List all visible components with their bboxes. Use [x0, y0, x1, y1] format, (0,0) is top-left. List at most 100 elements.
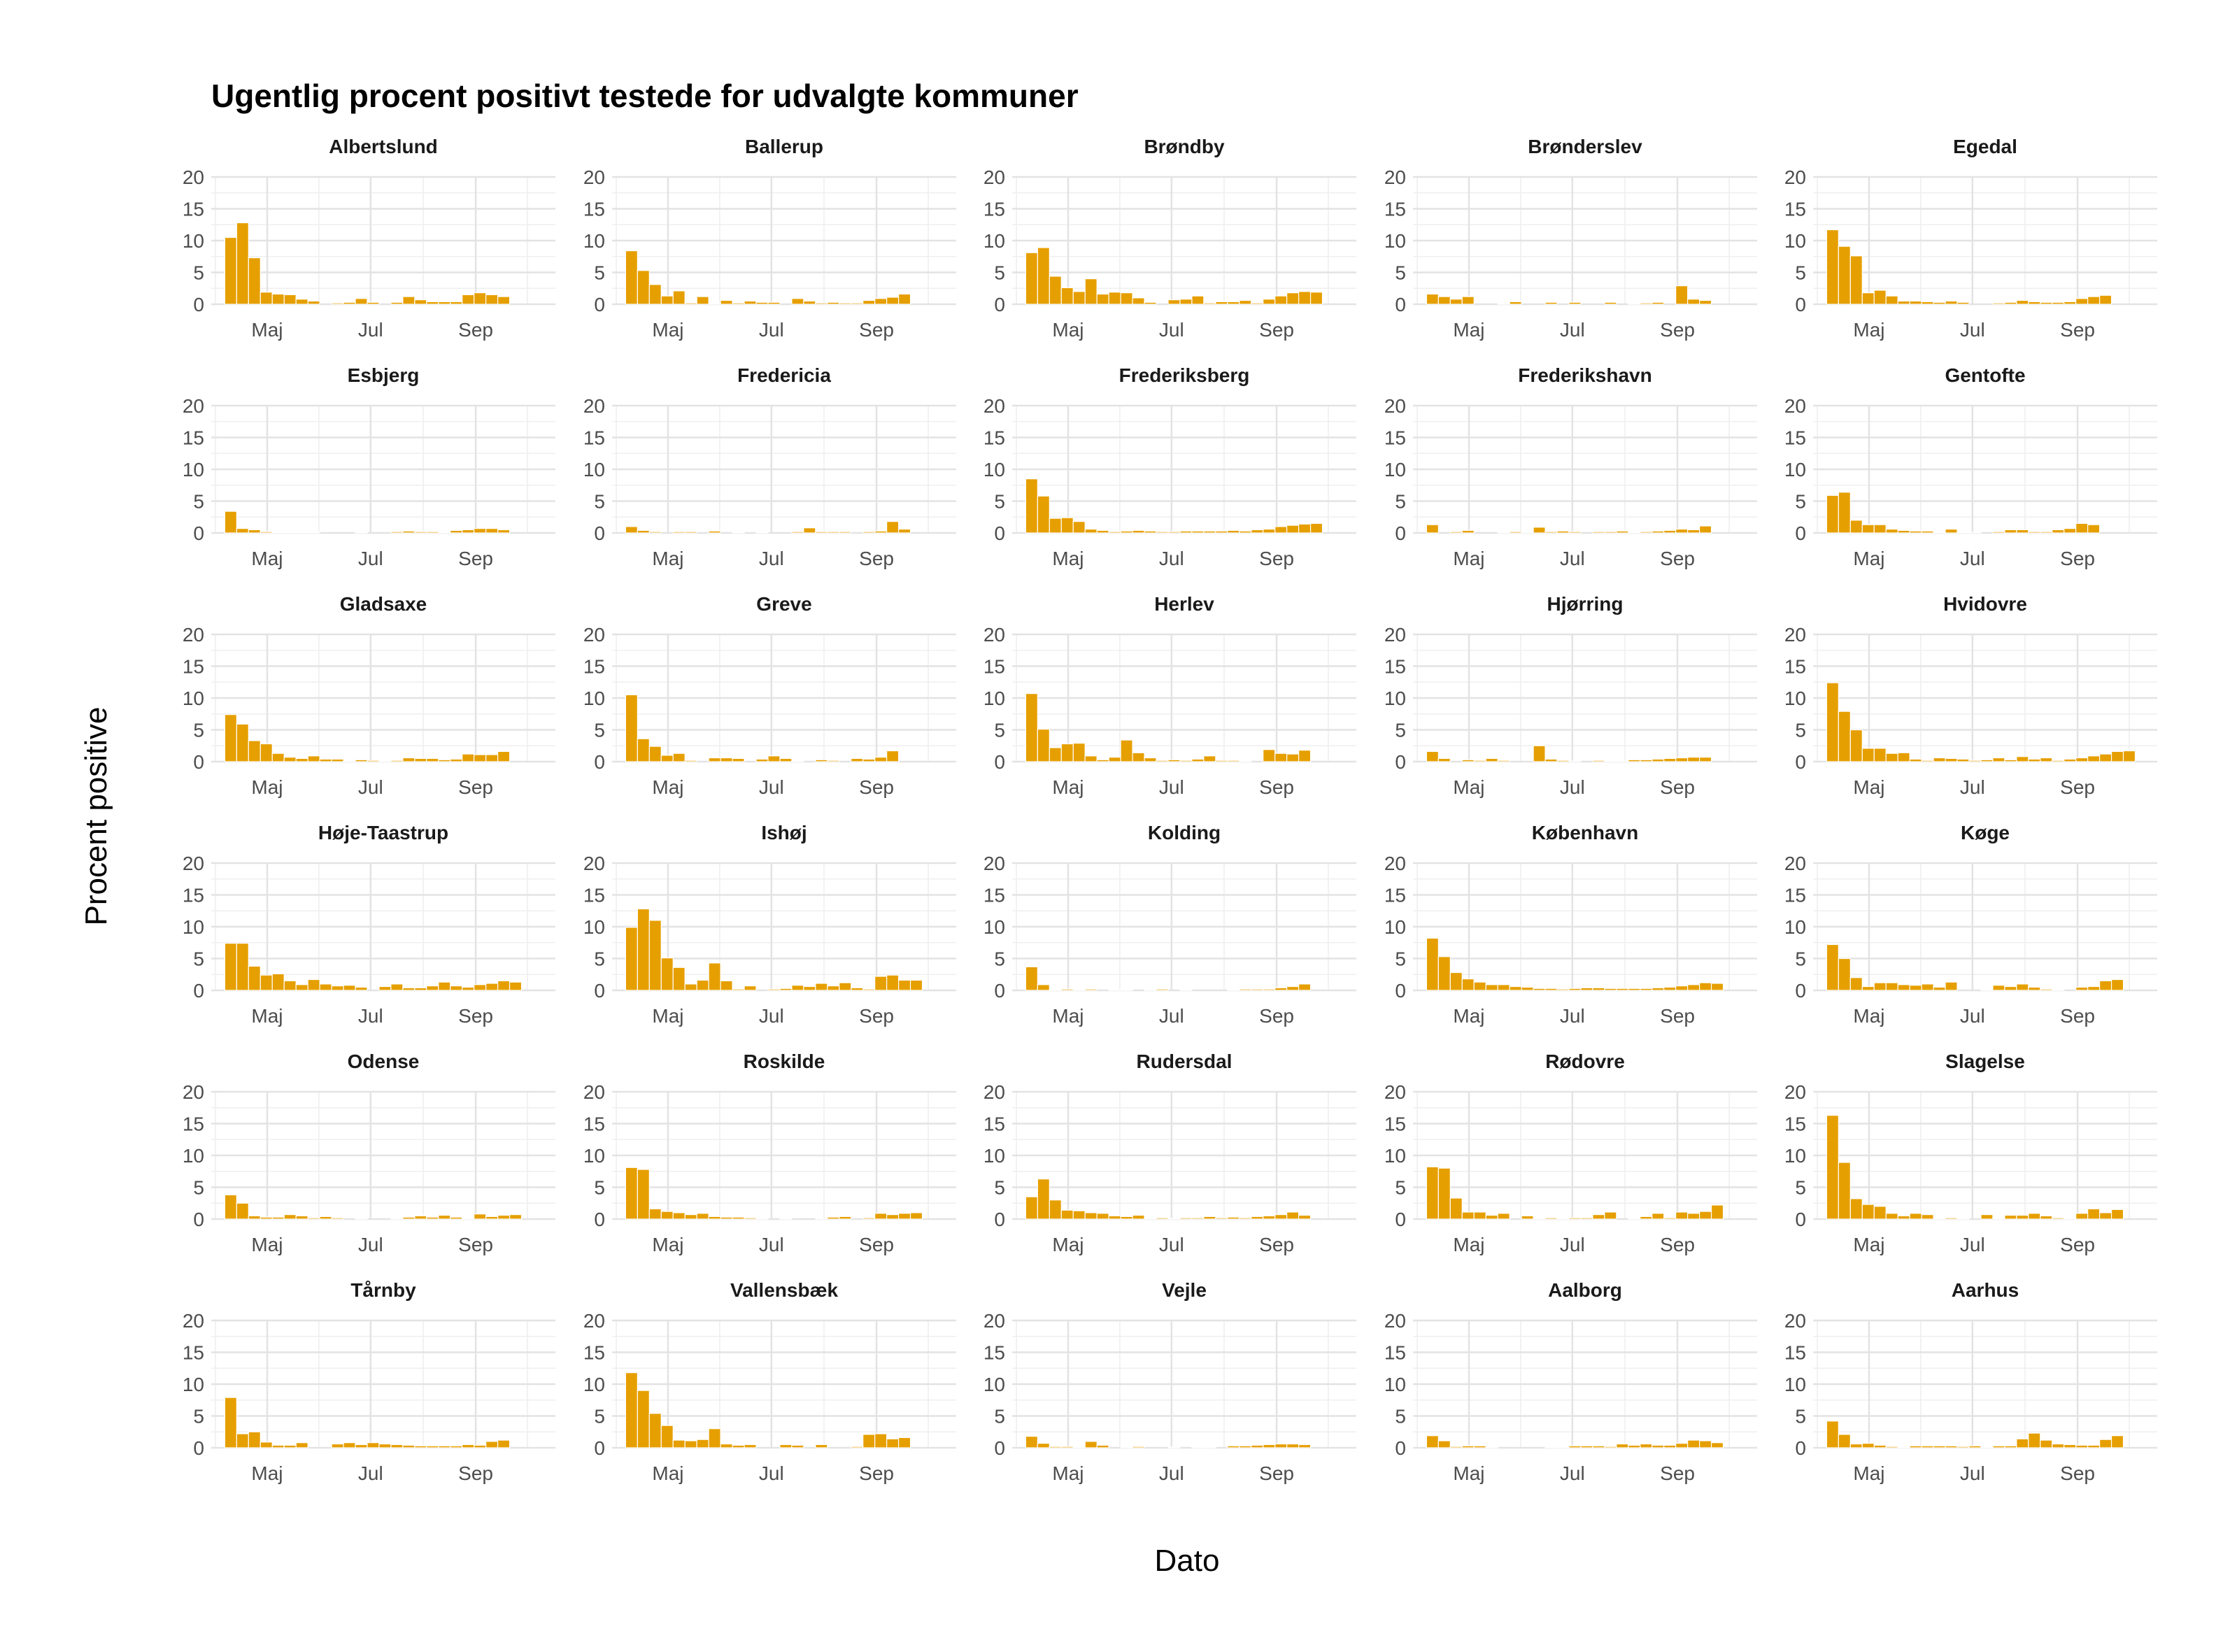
bar	[438, 759, 451, 762]
bar	[2098, 1439, 2112, 1448]
bar	[909, 979, 923, 991]
bar	[438, 1214, 451, 1220]
bar	[1426, 750, 1439, 762]
bar	[1897, 1215, 1910, 1220]
y-tick-label: 15	[583, 199, 605, 220]
bar	[1167, 759, 1181, 762]
bar	[1025, 1196, 1038, 1220]
facet-panel: Aarhus 0 5 10 15 20 Maj Jul Sep	[1784, 1279, 2157, 1484]
bar	[236, 528, 249, 534]
facet-title: Ballerup	[745, 136, 823, 157]
bar	[497, 529, 511, 534]
bar	[414, 757, 427, 762]
y-tick-label: 10	[1384, 459, 1406, 480]
x-tick-label: Sep	[458, 1462, 493, 1484]
bar	[1885, 295, 1898, 305]
x-tick-label: Maj	[1453, 1005, 1484, 1027]
bar	[1945, 1217, 1958, 1220]
bar	[295, 532, 308, 534]
bar	[1838, 957, 1851, 991]
bar	[2016, 1438, 2029, 1448]
bar	[1025, 478, 1038, 534]
y-tick-label: 15	[1384, 1113, 1406, 1135]
y-tick-label: 10	[1784, 1145, 1806, 1167]
y-tick-label: 10	[1784, 916, 1806, 938]
bar	[307, 1217, 320, 1220]
y-tick-label: 15	[1384, 199, 1406, 220]
y-tick-label: 5	[594, 491, 605, 513]
y-tick-label: 0	[594, 980, 605, 1002]
bar	[1437, 956, 1451, 991]
x-axis-title: Dato	[1155, 1544, 1220, 1578]
y-tick-label: 0	[594, 1437, 605, 1459]
bar	[1592, 531, 1605, 534]
bar	[1215, 301, 1228, 305]
bar	[1203, 755, 1216, 762]
bar	[708, 1216, 721, 1220]
bar	[378, 1443, 392, 1448]
bar	[343, 760, 356, 762]
bar	[271, 293, 285, 305]
x-tick-label: Maj	[1453, 1234, 1484, 1255]
bar	[862, 1434, 876, 1448]
bar	[355, 759, 368, 762]
bar	[260, 292, 273, 305]
bar	[2110, 978, 2124, 991]
bar	[637, 270, 650, 305]
bar	[1592, 760, 1605, 762]
bar	[1640, 1216, 1653, 1220]
y-tick-label: 20	[1784, 624, 1806, 646]
bar	[815, 1444, 828, 1448]
bar	[1826, 1115, 1839, 1220]
bar	[260, 974, 273, 991]
bar	[390, 983, 404, 991]
bar	[1945, 757, 1958, 762]
bar	[271, 1216, 285, 1220]
bar	[827, 1216, 840, 1220]
bar	[1203, 530, 1216, 534]
bar	[1909, 985, 1922, 991]
bar	[2004, 985, 2017, 991]
bar	[307, 978, 320, 991]
bar	[1251, 302, 1264, 305]
bar	[1616, 1443, 1629, 1448]
bar	[1933, 757, 1946, 762]
bar	[1120, 1216, 1133, 1220]
y-tick-label: 20	[1384, 853, 1406, 874]
x-tick-label: Jul	[1960, 319, 1985, 341]
bar	[1663, 1444, 1677, 1448]
bar	[886, 1214, 900, 1220]
bar	[1084, 278, 1098, 305]
bar	[438, 981, 451, 991]
y-tick-label: 10	[1784, 459, 1806, 480]
bar	[307, 532, 320, 534]
y-tick-label: 10	[583, 1145, 605, 1167]
y-tick-label: 0	[193, 294, 204, 315]
bar	[684, 760, 697, 762]
bar	[637, 1390, 650, 1448]
x-tick-label: Sep	[458, 776, 493, 798]
bar	[1533, 988, 1546, 991]
facet-panel: Gladsaxe 0 5 10 15 20 Maj Jul Sep	[183, 593, 555, 798]
bar	[755, 1218, 769, 1220]
bar	[2064, 528, 2077, 534]
bar	[426, 531, 439, 534]
bar	[2075, 522, 2089, 534]
bar	[1933, 1445, 1946, 1448]
bar	[1437, 757, 1451, 762]
bar	[1675, 1443, 1689, 1448]
bar	[485, 528, 499, 534]
bar	[236, 723, 249, 762]
bar	[1652, 1444, 1665, 1448]
bar	[1933, 1218, 1946, 1220]
bar	[1556, 1218, 1570, 1220]
bar	[874, 530, 888, 534]
x-tick-label: Jul	[358, 1462, 383, 1484]
bar	[438, 1445, 451, 1448]
bar	[1956, 301, 1970, 305]
facet-panel: Rødovre 0 5 10 15 20 Maj Jul Sep	[1384, 1051, 1757, 1255]
facet-title: Gentofte	[1945, 364, 2025, 386]
y-tick-label: 5	[1795, 948, 1806, 970]
x-tick-label: Sep	[2060, 1462, 2095, 1484]
bar	[1873, 290, 1887, 305]
